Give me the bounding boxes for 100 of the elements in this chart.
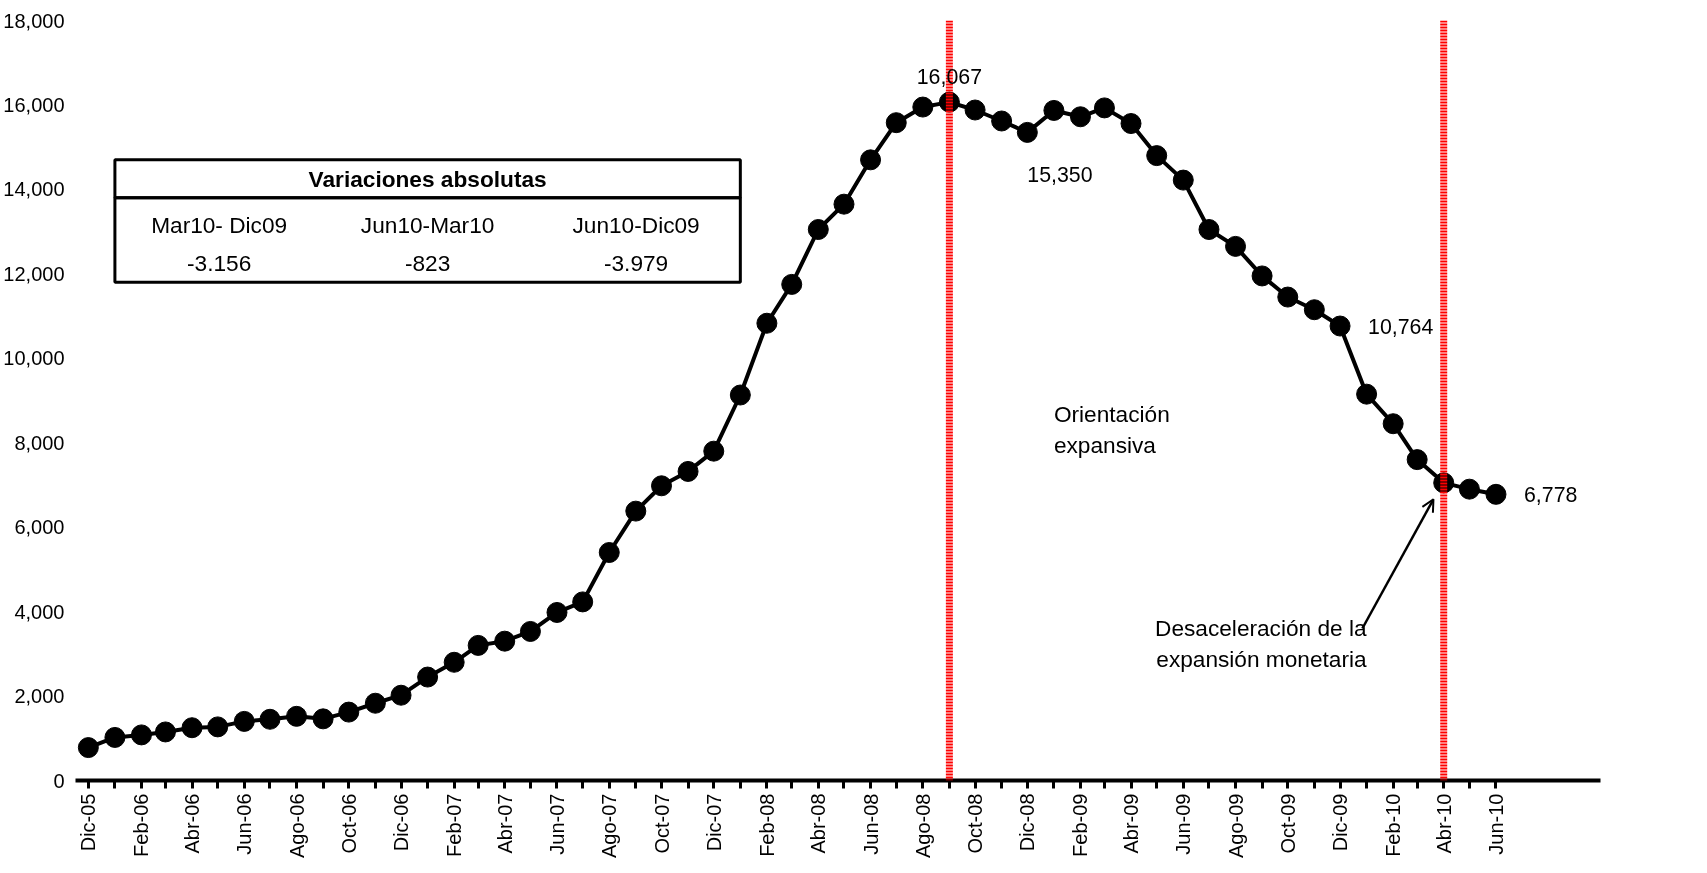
point	[154, 721, 176, 743]
data-label: 6,778	[1523, 482, 1578, 507]
point	[77, 737, 99, 759]
x-tick-label: Jun-08	[859, 793, 882, 855]
x-tick-label: Feb-10	[1382, 793, 1405, 857]
point	[259, 708, 281, 730]
annotation: Variaciones absolutas	[308, 165, 547, 192]
x-tick-label: Abr-10	[1432, 793, 1455, 854]
x-tick-label: Oct-06	[337, 793, 360, 854]
x-tick-label: Feb-07	[443, 793, 466, 857]
y-tick-label: 12,000	[3, 262, 65, 285]
point	[1198, 219, 1220, 240]
x-tick-label: Dic-06	[390, 793, 413, 852]
y-tick-label: 10,000	[3, 347, 65, 370]
x-tick-label: Abr-06	[181, 793, 204, 854]
point	[443, 651, 465, 673]
x-tick-label: Jun-10	[1484, 793, 1507, 855]
x-tick-label: Dic-08	[1016, 793, 1039, 852]
point	[1120, 113, 1142, 134]
point	[912, 96, 934, 118]
point	[729, 384, 751, 406]
point	[1303, 299, 1325, 321]
point	[677, 460, 699, 482]
x-tick-label: Dic-07	[702, 793, 725, 852]
point	[1043, 99, 1065, 121]
y-tick-label: 4,000	[14, 600, 65, 623]
x-tick-label: Jun-09	[1172, 793, 1195, 855]
point	[181, 717, 203, 739]
y-tick-label: 6,000	[14, 516, 65, 539]
point	[130, 724, 152, 746]
point	[1485, 483, 1507, 505]
point	[1458, 478, 1480, 500]
point	[860, 149, 882, 171]
x-tick-label: Jun-06	[233, 793, 256, 855]
point	[807, 219, 829, 240]
point	[651, 475, 673, 497]
point	[1251, 265, 1273, 287]
y-tick-label: 2,000	[14, 685, 65, 708]
point	[338, 701, 360, 723]
x-tick-label: Abr-07	[493, 793, 516, 854]
point	[104, 726, 126, 748]
point	[625, 500, 647, 522]
y-tick-label: 14,000	[3, 178, 65, 201]
y-tick-label: 16,000	[3, 93, 65, 116]
data-label: 15,350	[1027, 163, 1093, 188]
point	[207, 716, 229, 738]
x-tick-label: Jun-07	[545, 793, 568, 855]
point	[703, 440, 725, 462]
point	[364, 692, 386, 714]
x-tick-label: Ago-09	[1224, 793, 1247, 858]
point	[312, 708, 334, 730]
annotation: -3.156	[187, 249, 252, 276]
x-tick-label: Ago-07	[598, 793, 621, 858]
x-tick-label: Oct-08	[964, 793, 987, 854]
point	[390, 684, 412, 706]
x-tick-label: Feb-08	[755, 793, 778, 857]
annotation: Jun10-Dic09	[572, 212, 700, 239]
point	[1406, 449, 1428, 471]
x-tick-label: Oct-09	[1276, 793, 1299, 854]
point	[781, 273, 803, 295]
point	[1172, 169, 1194, 191]
point	[1093, 97, 1115, 119]
x-tick-label: Ago-08	[911, 793, 934, 858]
x-tick-label: Ago-06	[285, 793, 308, 858]
point	[1146, 145, 1168, 167]
x-tick-label: Feb-06	[130, 793, 153, 857]
point	[1329, 315, 1351, 337]
x-tick-label: Oct-07	[650, 793, 673, 854]
x-tick-label: Dic-09	[1329, 793, 1352, 852]
point	[494, 630, 516, 652]
point	[756, 312, 778, 334]
annotation: Mar10- Dic09	[151, 212, 288, 239]
point	[572, 591, 594, 613]
point	[233, 710, 255, 732]
annotation: Orientación expansiva	[1053, 400, 1170, 458]
y-tick-label: 18,000	[3, 9, 65, 32]
point	[546, 601, 568, 623]
point	[964, 99, 986, 121]
annotation: Desaceleración de la expansión monetaria	[1155, 615, 1368, 673]
point	[1382, 413, 1404, 435]
point	[1277, 286, 1299, 308]
x-tick-label: Abr-09	[1120, 793, 1143, 854]
data-label: 16,067	[916, 65, 982, 90]
x-tick-label: Feb-09	[1069, 793, 1092, 857]
x-tick-label: Abr-08	[807, 793, 830, 854]
point	[467, 634, 489, 656]
y-tick-label: 0	[53, 769, 65, 792]
point	[519, 620, 541, 642]
point	[1016, 121, 1038, 143]
point	[1069, 106, 1091, 128]
point	[286, 705, 308, 727]
point	[833, 193, 855, 215]
x-tick-label: Dic-05	[77, 793, 100, 852]
point	[598, 542, 620, 563]
point	[991, 110, 1013, 132]
point	[1356, 383, 1378, 405]
point	[1225, 235, 1247, 257]
y-tick-label: 8,000	[14, 431, 65, 454]
data-label: 10,764	[1368, 314, 1434, 339]
point	[417, 666, 439, 688]
